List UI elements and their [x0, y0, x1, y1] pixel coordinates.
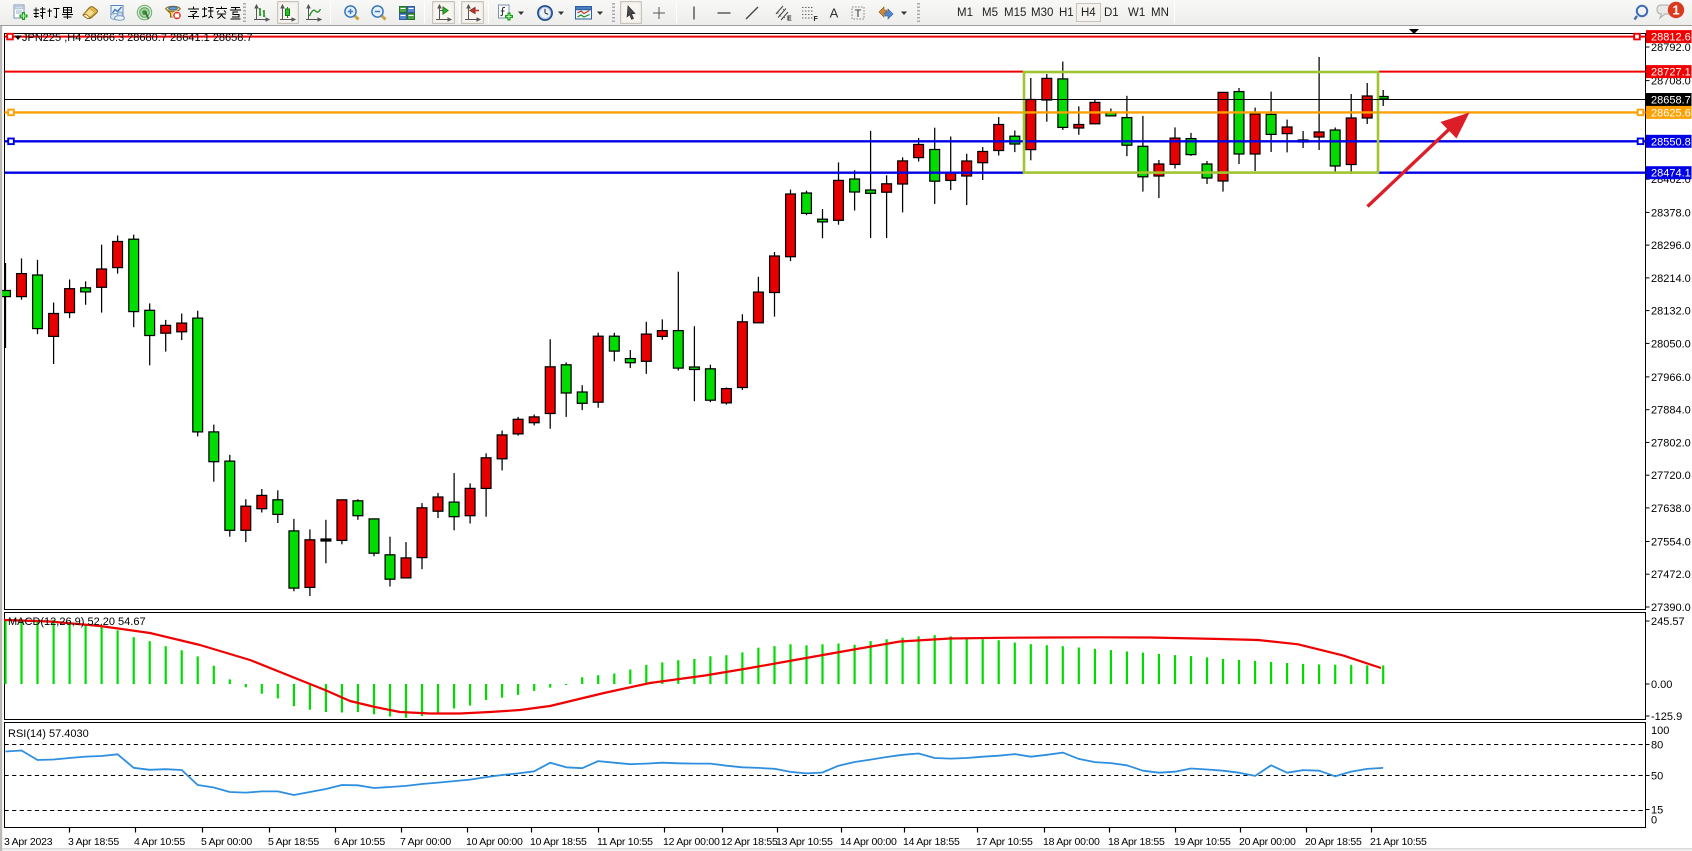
- svg-text:13 Apr 10:55: 13 Apr 10:55: [776, 836, 833, 848]
- svg-text:28727.1: 28727.1: [1651, 67, 1691, 79]
- svg-text:27554.0: 27554.0: [1651, 537, 1691, 549]
- svg-text:27884.0: 27884.0: [1651, 405, 1691, 417]
- svg-text:5 Apr 18:55: 5 Apr 18:55: [268, 836, 319, 848]
- svg-text:20 Apr 00:00: 20 Apr 00:00: [1239, 836, 1296, 848]
- svg-text:17 Apr 10:55: 17 Apr 10:55: [976, 836, 1033, 848]
- svg-text:28474.1: 28474.1: [1651, 168, 1691, 180]
- svg-text:E: E: [787, 15, 792, 22]
- svg-text:5 Apr 00:00: 5 Apr 00:00: [201, 836, 252, 848]
- svg-text:28132.0: 28132.0: [1651, 306, 1691, 318]
- svg-text:19 Apr 10:55: 19 Apr 10:55: [1174, 836, 1231, 848]
- svg-text:28812.6: 28812.6: [1651, 32, 1691, 44]
- svg-text:3 Apr 2023: 3 Apr 2023: [4, 836, 53, 848]
- svg-text:28296.0: 28296.0: [1651, 240, 1691, 252]
- svg-text:21 Apr 10:55: 21 Apr 10:55: [1370, 836, 1427, 848]
- svg-text:28050.0: 28050.0: [1651, 338, 1691, 350]
- svg-text:245.57: 245.57: [1651, 616, 1685, 628]
- svg-text:MACD(12,26,9) 52.20 54.67: MACD(12,26,9) 52.20 54.67: [8, 616, 146, 628]
- svg-text:11 Apr 10:55: 11 Apr 10:55: [597, 836, 653, 848]
- svg-text:27966.0: 27966.0: [1651, 372, 1691, 384]
- svg-text:18 Apr 18:55: 18 Apr 18:55: [1108, 836, 1165, 848]
- svg-text:28792.0: 28792.0: [1651, 42, 1691, 54]
- svg-text:F: F: [814, 16, 819, 22]
- svg-text:28658.7: 28658.7: [1651, 95, 1691, 107]
- svg-text:12 Apr 00:00: 12 Apr 00:00: [663, 836, 720, 848]
- svg-text:1: 1: [1672, 3, 1679, 18]
- svg-text:10 Apr 18:55: 10 Apr 18:55: [530, 836, 587, 848]
- svg-text:27390.0: 27390.0: [1651, 602, 1691, 614]
- svg-text:50: 50: [1651, 771, 1663, 783]
- svg-text:T: T: [855, 8, 862, 20]
- svg-text:20 Apr 18:55: 20 Apr 18:55: [1305, 836, 1362, 848]
- svg-text:18 Apr 00:00: 18 Apr 00:00: [1043, 836, 1100, 848]
- svg-text:27638.0: 27638.0: [1651, 503, 1691, 515]
- svg-text:12 Apr 18:55: 12 Apr 18:55: [721, 836, 778, 848]
- svg-text:15: 15: [1651, 805, 1663, 817]
- svg-text:27720.0: 27720.0: [1651, 470, 1691, 482]
- svg-text:JPN225 ,H4 28666.3 28680.7 28: JPN225 ,H4 28666.3 28680.7 28641.1 28658…: [22, 32, 253, 44]
- svg-text:28550.8: 28550.8: [1651, 136, 1691, 148]
- svg-text:28625.6: 28625.6: [1651, 107, 1691, 119]
- svg-text:-125.9: -125.9: [1651, 711, 1682, 723]
- svg-text:0: 0: [1651, 815, 1657, 827]
- svg-text:28378.0: 28378.0: [1651, 207, 1691, 219]
- svg-text:28214.0: 28214.0: [1651, 273, 1691, 285]
- svg-text:27472.0: 27472.0: [1651, 569, 1691, 581]
- svg-text:7 Apr 00:00: 7 Apr 00:00: [400, 836, 451, 848]
- svg-text:4 Apr 10:55: 4 Apr 10:55: [134, 836, 185, 848]
- svg-text:6 Apr 10:55: 6 Apr 10:55: [334, 836, 385, 848]
- svg-text:14 Apr 00:00: 14 Apr 00:00: [840, 836, 897, 848]
- svg-text:14 Apr 18:55: 14 Apr 18:55: [903, 836, 960, 848]
- svg-text:RSI(14) 57.4030: RSI(14) 57.4030: [8, 728, 89, 740]
- svg-text:80: 80: [1651, 740, 1663, 752]
- svg-text:0.00: 0.00: [1651, 679, 1672, 691]
- svg-text:A: A: [830, 5, 839, 20]
- svg-text:10 Apr 00:00: 10 Apr 00:00: [466, 836, 523, 848]
- svg-text:28708.0: 28708.0: [1651, 76, 1691, 88]
- svg-text:3 Apr 18:55: 3 Apr 18:55: [68, 836, 119, 848]
- svg-text:100: 100: [1651, 725, 1669, 737]
- svg-text:27802.0: 27802.0: [1651, 437, 1691, 449]
